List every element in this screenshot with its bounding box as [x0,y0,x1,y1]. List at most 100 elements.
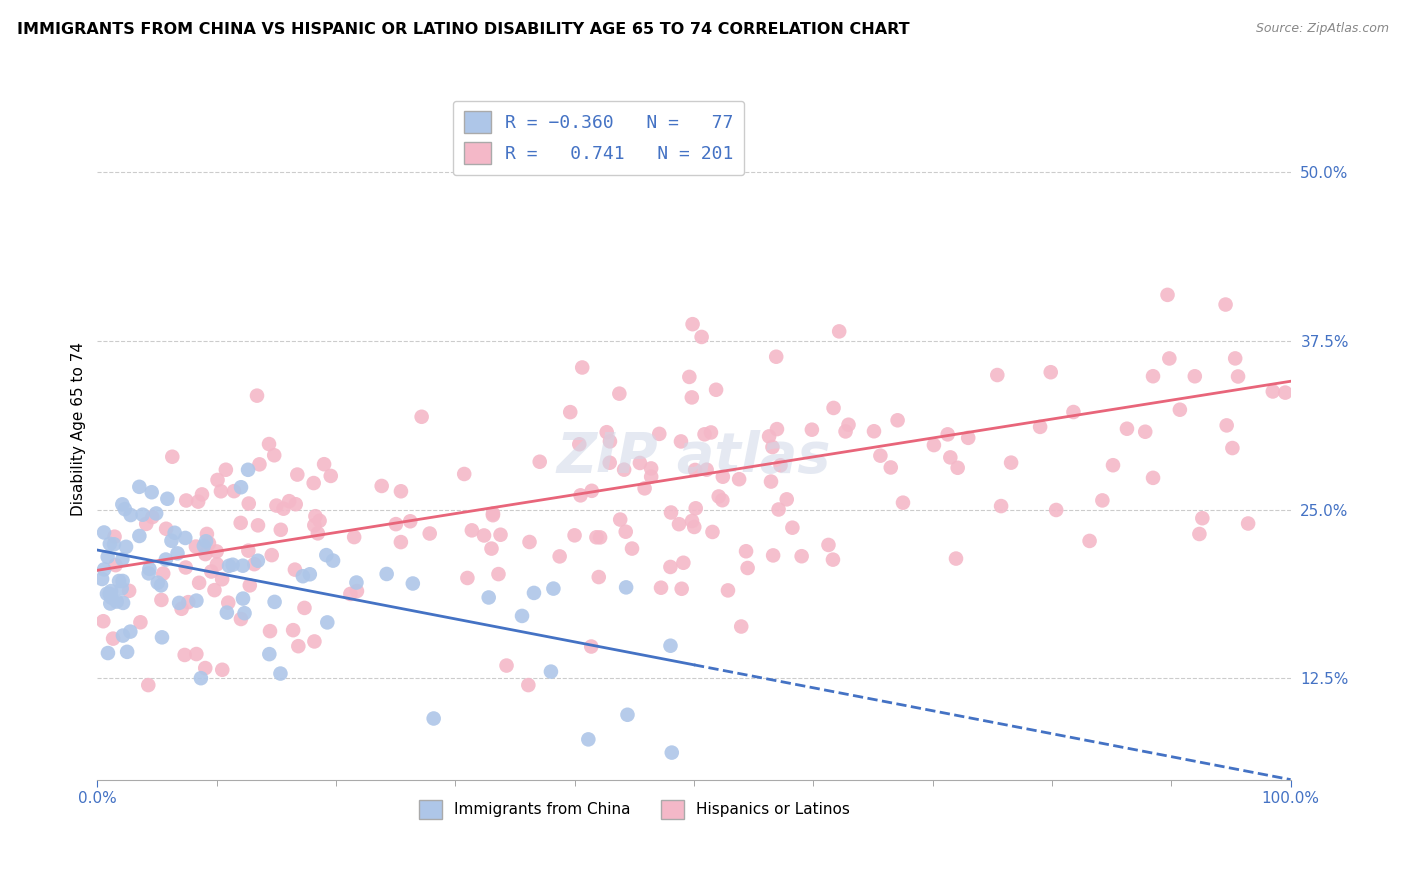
Point [204,583,226,598]
Point [162,450,184,464]
Point [922,438,945,452]
Point [278,494,301,508]
Point [287,639,309,653]
Point [160,533,183,548]
Point [128,529,150,543]
Point [613,462,636,476]
Point [640,469,662,483]
Point [191,487,214,501]
Point [569,488,592,502]
Point [346,584,368,599]
Point [100,584,122,599]
Point [322,553,344,567]
Point [880,460,903,475]
Point [273,501,295,516]
Point [399,514,422,528]
Point [294,601,316,615]
Point [768,502,790,516]
Point [891,496,914,510]
Point [560,405,582,419]
Point [1102,458,1125,473]
Point [523,586,546,600]
Point [284,497,307,511]
Point [581,483,603,498]
Point [155,552,177,566]
Point [661,746,683,760]
Point [120,508,142,522]
Point [108,574,131,588]
Point [101,632,124,646]
Point [270,523,292,537]
Point [1184,369,1206,384]
Point [141,510,163,524]
Point [308,514,330,528]
Point [472,528,495,542]
Point [93,562,115,576]
Point [510,609,533,624]
Point [519,535,541,549]
Point [863,424,886,438]
Point [174,531,197,545]
Point [402,576,425,591]
Point [100,591,122,605]
Point [564,528,586,542]
Point [1078,533,1101,548]
Point [233,606,256,620]
Point [456,571,478,585]
Point [758,429,780,443]
Point [609,386,631,401]
Point [97,549,120,564]
Point [105,594,128,608]
Point [495,658,517,673]
Point [621,541,644,556]
Point [700,425,723,440]
Point [633,481,655,495]
Point [1116,422,1139,436]
Point [717,583,740,598]
Point [957,431,980,445]
Text: IMMIGRANTS FROM CHINA VS HISPANIC OR LATINO DISABILITY AGE 65 TO 74 CORRELATION : IMMIGRANTS FROM CHINA VS HISPANIC OR LAT… [17,22,910,37]
Text: Source: ZipAtlas.com: Source: ZipAtlas.com [1256,22,1389,36]
Point [186,593,208,607]
Point [659,560,682,574]
Point [782,521,804,535]
Point [790,549,813,564]
Point [759,475,782,489]
Point [115,540,138,554]
Point [136,678,159,692]
Point [640,461,662,475]
Point [585,530,607,544]
Point [728,472,751,486]
Point [385,517,408,532]
Point [482,507,505,521]
Point [263,448,285,462]
Point [150,631,173,645]
Point [389,484,412,499]
Point [711,493,734,508]
Point [302,476,325,491]
Point [672,556,695,570]
Point [207,473,229,487]
Point [146,575,169,590]
Point [669,434,692,449]
Point [173,648,195,662]
Point [291,569,314,583]
Point [304,634,326,648]
Point [869,449,891,463]
Point [215,463,238,477]
Point [628,456,651,470]
Point [1039,365,1062,379]
Point [370,479,392,493]
Point [98,587,121,601]
Point [103,537,125,551]
Point [765,350,787,364]
Point [671,582,693,596]
Point [98,597,121,611]
Point [97,646,120,660]
Point [263,595,285,609]
Point [529,455,551,469]
Point [766,422,789,436]
Point [96,587,118,601]
Point [141,485,163,500]
Point [776,492,799,507]
